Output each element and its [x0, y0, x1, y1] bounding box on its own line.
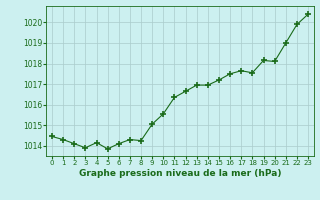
X-axis label: Graphe pression niveau de la mer (hPa): Graphe pression niveau de la mer (hPa) [79, 169, 281, 178]
